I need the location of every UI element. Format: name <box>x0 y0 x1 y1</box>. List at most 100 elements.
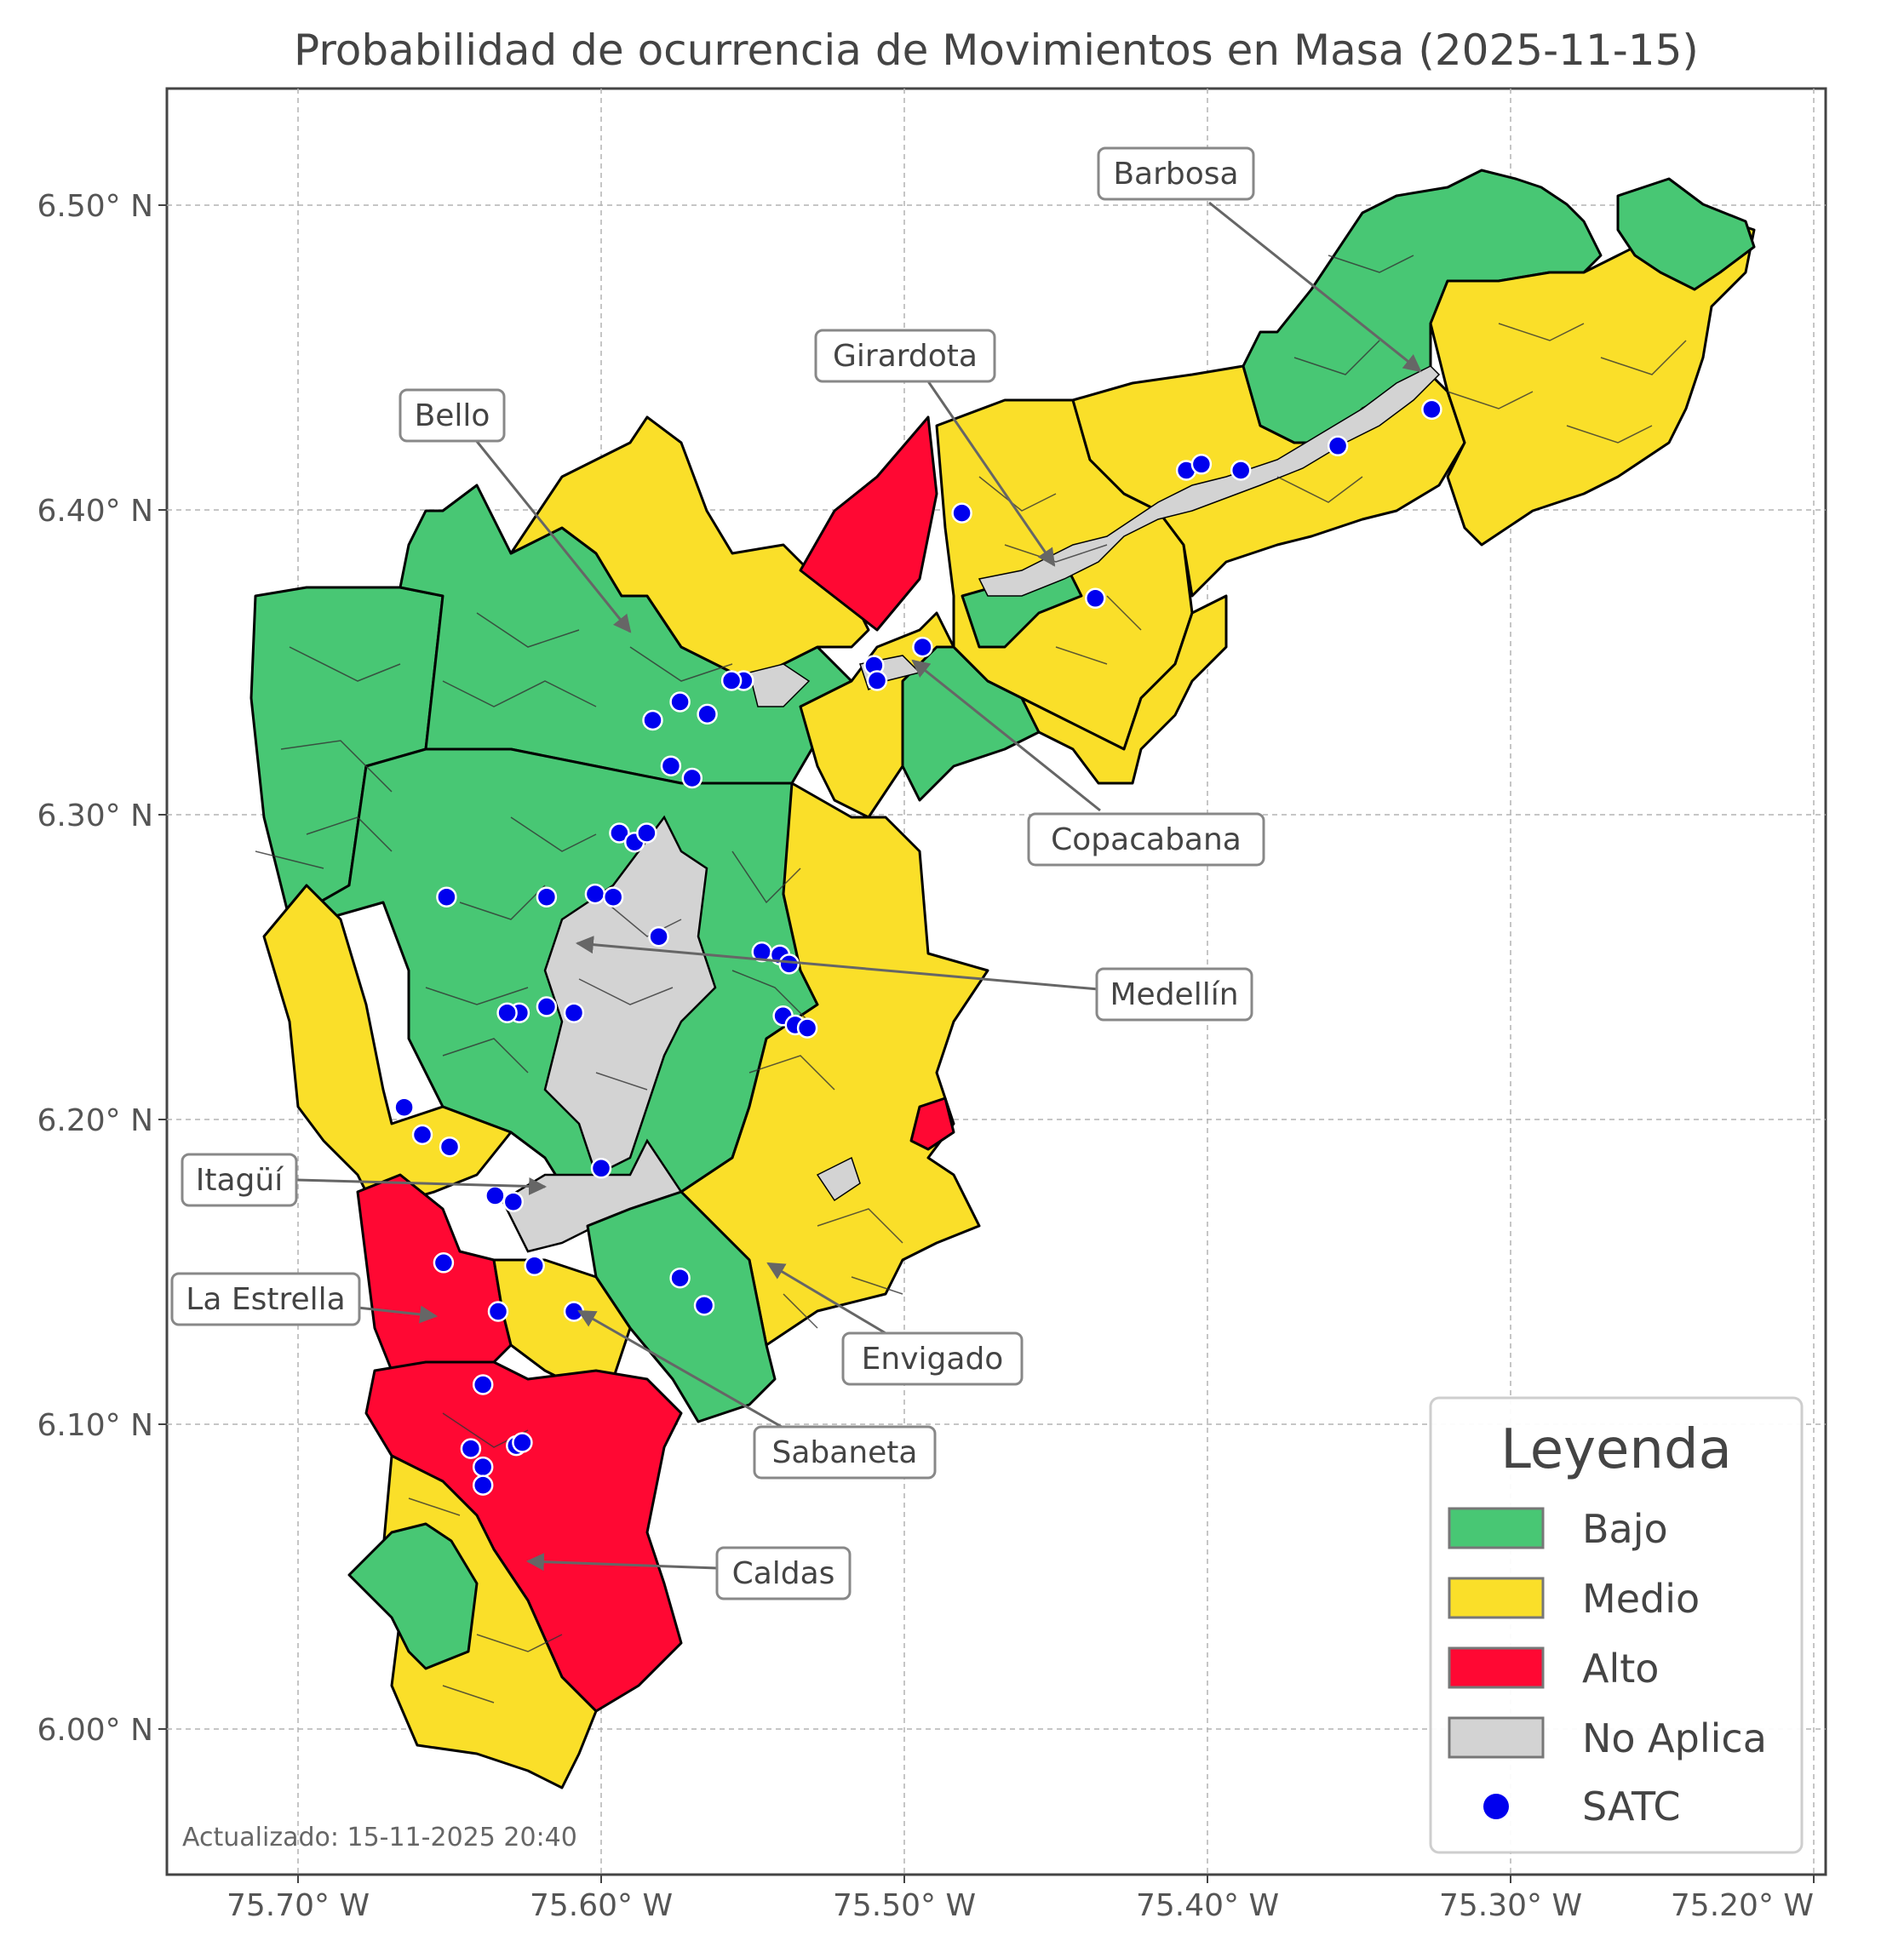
satc-station-marker[interactable] <box>536 886 558 908</box>
satc-station-marker[interactable] <box>1230 460 1252 481</box>
legend-swatch-alto <box>1448 1646 1545 1689</box>
satc-station-marker[interactable] <box>609 822 630 844</box>
satc-station-marker[interactable] <box>411 1124 433 1146</box>
satc-station-marker[interactable] <box>648 925 669 948</box>
satc-station-marker[interactable] <box>472 1474 494 1496</box>
satc-station-marker[interactable] <box>460 1438 482 1459</box>
svg-text:La Estrella: La Estrella <box>186 1282 345 1317</box>
satc-station-marker[interactable] <box>778 953 800 975</box>
y-tick-label: 6.00° N <box>37 1713 153 1748</box>
y-tick-label: 6.10° N <box>37 1408 153 1443</box>
satc-station-marker[interactable] <box>602 886 624 908</box>
satc-station-marker[interactable] <box>951 502 972 524</box>
legend-swatch-medio <box>1448 1577 1545 1619</box>
legend-marker-satc <box>1483 1794 1509 1819</box>
municipality-barbosa-green-east[interactable] <box>1616 177 1756 291</box>
municipality-west-yellow[interactable] <box>262 884 513 1211</box>
callout-itagui[interactable]: Itagüí <box>181 1153 298 1207</box>
satc-station-marker[interactable] <box>590 1158 612 1179</box>
satc-station-marker[interactable] <box>433 1252 455 1274</box>
x-tick-label: 75.30° W <box>1439 1888 1582 1923</box>
legend-swatch-no-aplica <box>1448 1716 1545 1759</box>
satc-station-marker[interactable] <box>487 1301 509 1322</box>
satc-station-marker[interactable] <box>697 703 718 725</box>
satc-station-marker[interactable] <box>636 822 657 844</box>
satc-station-marker[interactable] <box>642 709 663 731</box>
callout-la-estrella[interactable]: La Estrella <box>170 1272 361 1326</box>
callout-sabaneta[interactable]: Sabaneta <box>753 1425 937 1480</box>
municipality-alto-east[interactable] <box>909 1096 955 1151</box>
satc-station-marker[interactable] <box>1190 454 1213 475</box>
svg-text:Barbosa: Barbosa <box>1113 157 1238 192</box>
map-title: Probabilidad de ocurrencia de Movimiento… <box>294 26 1699 75</box>
subdivision-lines <box>255 255 1687 1703</box>
legend-title: Leyenda <box>1500 1418 1732 1481</box>
svg-text:Caldas: Caldas <box>732 1556 835 1591</box>
satc-station-marker[interactable] <box>496 1002 518 1023</box>
satc-station-marker[interactable] <box>472 1456 494 1478</box>
y-tick-label: 6.20° N <box>37 1103 153 1138</box>
satc-station-marker[interactable] <box>866 670 888 691</box>
satc-station-marker[interactable] <box>796 1017 818 1039</box>
y-tick-label: 6.30° N <box>37 799 153 833</box>
y-tick-label: 6.40° N <box>37 494 153 529</box>
satc-station-marker[interactable] <box>439 1136 461 1158</box>
valley-urban-ribbon[interactable] <box>748 365 1441 1202</box>
callout-girardota[interactable]: Girardota <box>814 329 996 383</box>
satc-station-marker[interactable] <box>512 1432 533 1453</box>
callout-arrows <box>295 201 1422 1572</box>
x-tick-label: 75.70° W <box>227 1888 370 1923</box>
legend-label-satc: SATC <box>1582 1784 1680 1829</box>
municipality-girardota-lower-yellow[interactable] <box>1020 594 1228 785</box>
satc-station-marker[interactable] <box>563 1002 585 1023</box>
callout-medellin[interactable]: Medellín <box>1095 967 1253 1022</box>
satc-station-marker[interactable] <box>472 1374 494 1395</box>
svg-text:Envigado: Envigado <box>862 1342 1004 1377</box>
satc-station-marker[interactable] <box>681 767 703 789</box>
x-tick-label: 75.40° W <box>1136 1888 1279 1923</box>
legend-label-alto: Alto <box>1582 1646 1659 1692</box>
satc-station-marker[interactable] <box>502 1191 525 1212</box>
satc-station-marker[interactable] <box>660 755 682 776</box>
callout-barbosa[interactable]: Barbosa <box>1097 146 1255 201</box>
satc-station-marker[interactable] <box>720 670 743 691</box>
satc-station-marker[interactable] <box>912 636 933 658</box>
legend-swatch-bajo <box>1448 1507 1545 1549</box>
satc-station-marker[interactable] <box>1327 435 1349 457</box>
medellin-urban-core[interactable] <box>543 815 717 1177</box>
x-axis-ticks: 75.70° W 75.60° W 75.50° W 75.40° W 75.3… <box>227 1875 1815 1923</box>
satc-station-marker[interactable] <box>1085 587 1106 610</box>
updated-timestamp: Actualizado: 15-11-2025 20:40 <box>182 1823 577 1852</box>
municipality-alto-north[interactable] <box>799 415 938 632</box>
map-layers <box>249 169 1756 1789</box>
svg-text:Itagüí: Itagüí <box>196 1163 284 1198</box>
satc-station-marker[interactable] <box>693 1295 715 1316</box>
satc-station-marker[interactable] <box>1421 398 1442 421</box>
callout-envigado[interactable]: Envigado <box>841 1331 1024 1386</box>
satc-station-marker[interactable] <box>524 1255 545 1277</box>
callout-bello[interactable]: Bello <box>399 388 506 443</box>
callout-copacabana[interactable]: Copacabana <box>1027 812 1265 867</box>
municipality-caldas-south-green[interactable] <box>347 1522 479 1670</box>
x-tick-label: 75.20° W <box>1671 1888 1814 1923</box>
legend: Leyenda Bajo Medio Alto No Aplica SATC <box>1429 1396 1804 1854</box>
svg-text:Copacabana: Copacabana <box>1051 822 1242 857</box>
satc-station-marker[interactable] <box>669 1267 691 1289</box>
satc-station-marker[interactable] <box>485 1185 506 1206</box>
x-tick-label: 75.50° W <box>833 1888 976 1923</box>
municipality-east-yellow[interactable] <box>680 782 989 1347</box>
legend-label-no-aplica: No Aplica <box>1582 1715 1767 1761</box>
svg-text:Sabaneta: Sabaneta <box>772 1435 918 1470</box>
satc-station-marker[interactable] <box>669 691 691 713</box>
y-axis-ticks: 6.00° N 6.10° N 6.20° N 6.30° N 6.40° N … <box>37 189 167 1748</box>
y-tick-label: 6.50° N <box>37 189 153 224</box>
legend-label-medio: Medio <box>1582 1576 1700 1622</box>
x-tick-label: 75.60° W <box>530 1888 673 1923</box>
satc-station-marker[interactable] <box>436 886 457 908</box>
callout-caldas[interactable]: Caldas <box>715 1546 852 1600</box>
municipality-barbosa-yellow-east[interactable] <box>1429 220 1756 547</box>
satc-station-marker[interactable] <box>536 996 558 1017</box>
satc-station-marker[interactable] <box>393 1096 415 1118</box>
satc-station-marker[interactable] <box>584 883 606 905</box>
